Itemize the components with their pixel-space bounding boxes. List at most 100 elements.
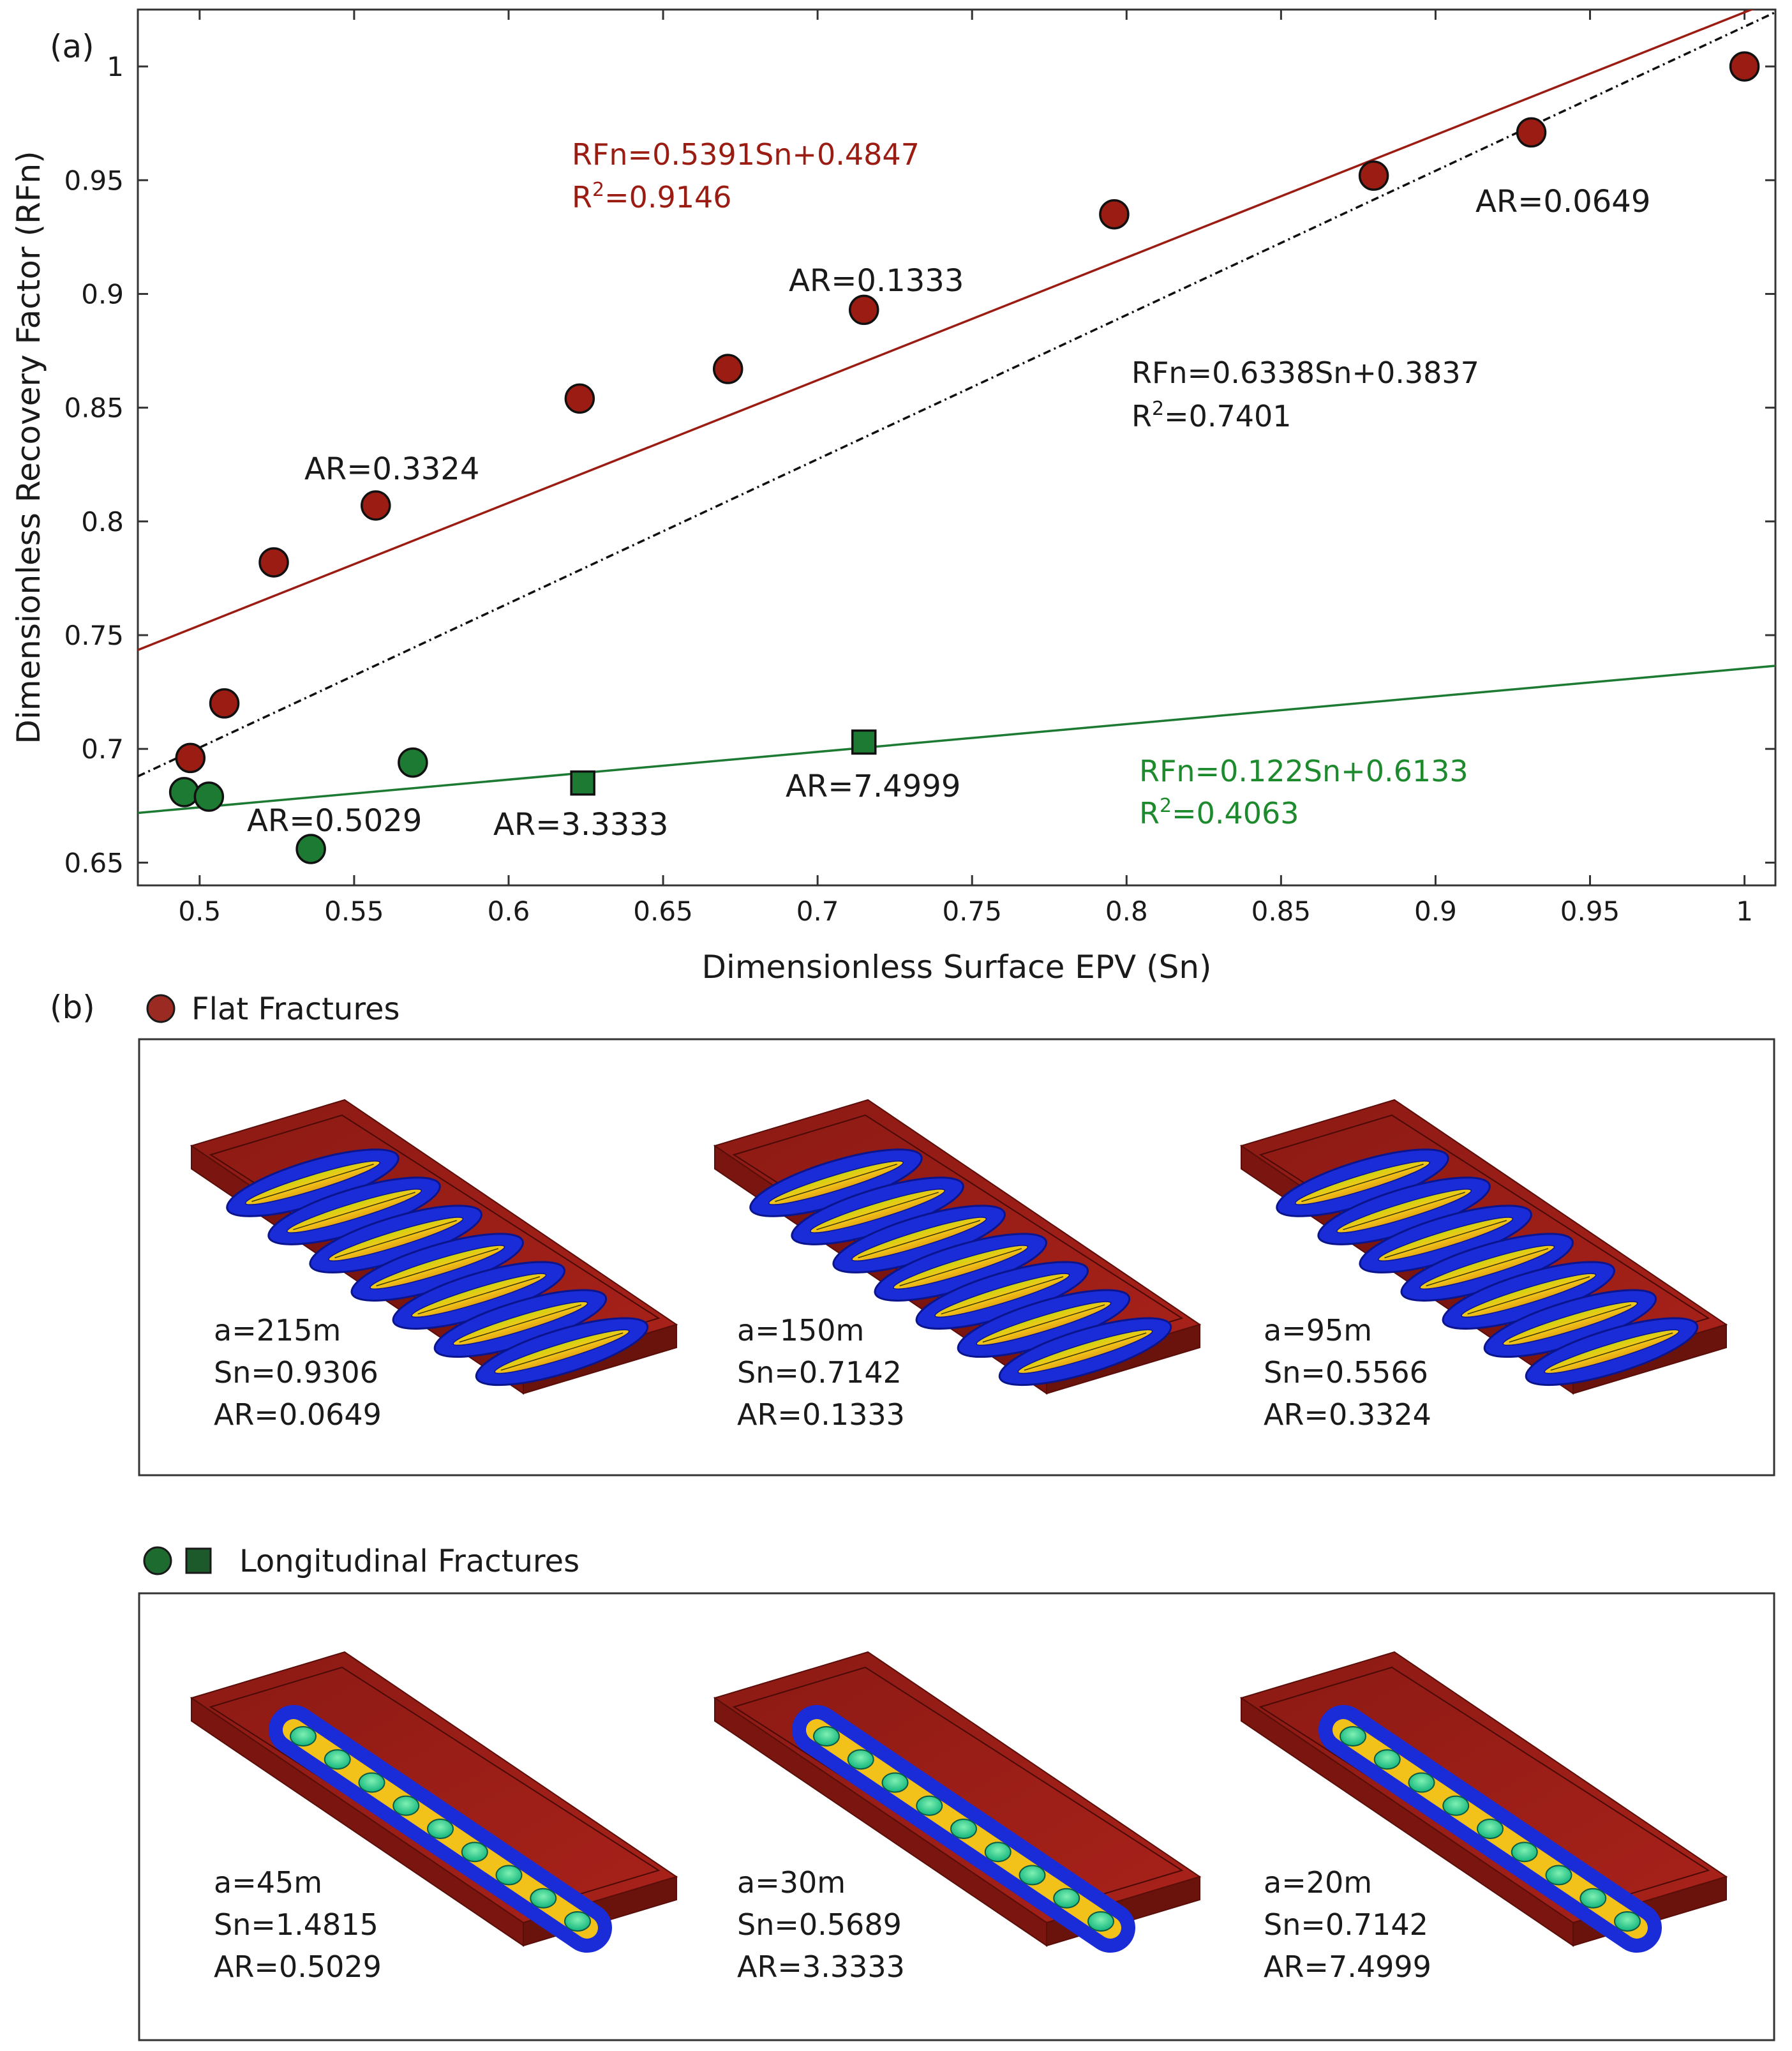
model-caption: a=150m Sn=0.7142 AR=0.1333 bbox=[737, 1313, 905, 1432]
fracture-stage bbox=[813, 1726, 840, 1747]
longitudinal-fit-line bbox=[138, 665, 1775, 815]
fracture-stage bbox=[1477, 1819, 1504, 1839]
y-axis-ticks: 0.65 0.7 0.75 0.8 0.85 0.9 0.95 1 bbox=[64, 51, 1775, 878]
fracture-stage bbox=[832, 1205, 1006, 1273]
longitudinal-legend: Longitudinal Fractures bbox=[143, 1544, 579, 1579]
model-sn-value: Sn=0.5566 bbox=[1264, 1355, 1428, 1390]
fracture-stage bbox=[530, 1888, 557, 1909]
data-point-flat bbox=[564, 383, 595, 414]
fracture-stage bbox=[1087, 1911, 1114, 1932]
overall-fit-equation: RFn=0.6338Sn+0.3837 R2=0.7401 bbox=[1131, 356, 1479, 433]
model-caption: a=30m Sn=0.5689 AR=3.3333 bbox=[737, 1865, 905, 1984]
fracture-stage bbox=[324, 1749, 351, 1770]
overall-fit-line bbox=[138, 11, 1775, 778]
model-a-value: a=45m bbox=[214, 1865, 322, 1900]
fracture-stage bbox=[461, 1842, 488, 1863]
fracture-stage bbox=[1359, 1205, 1532, 1273]
model-caption: a=20m Sn=0.7142 AR=7.4999 bbox=[1264, 1865, 1431, 1984]
model-ar-value: AR=0.0649 bbox=[214, 1397, 382, 1432]
data-point-longitudinal-square bbox=[851, 729, 877, 755]
ar-annotations: AR=0.0649 AR=0.1333 AR=0.3324 AR=0.5029 … bbox=[247, 184, 1650, 843]
fracture-stage bbox=[495, 1865, 523, 1886]
x-tick-label: 1 bbox=[1736, 896, 1753, 927]
longitudinal-legend-circle-icon bbox=[143, 1546, 172, 1575]
y-tick-label: 0.75 bbox=[64, 620, 124, 651]
longitudinal-models: a=45m Sn=1.4815 AR=0.5029 a=30m Sn=0.5689 AR=… bbox=[190, 1651, 1728, 1984]
flat-fit-equation: RFn=0.5391Sn+0.4847 R2=0.9146 bbox=[572, 137, 920, 214]
fracture-stage bbox=[1408, 1772, 1435, 1793]
fracture-stage bbox=[1019, 1865, 1046, 1886]
y-tick-label: 0.9 bbox=[81, 278, 124, 310]
model-a-value: a=95m bbox=[1264, 1313, 1372, 1348]
ar-annotation: AR=3.3333 bbox=[493, 807, 668, 843]
fracture-stage bbox=[998, 1317, 1172, 1386]
model-ar-value: AR=7.4999 bbox=[1264, 1950, 1431, 1984]
data-point-longitudinal bbox=[295, 834, 326, 864]
data-point-flat bbox=[361, 490, 391, 521]
x-tick-label: 0.75 bbox=[942, 896, 1002, 927]
model-sn-value: Sn=1.4815 bbox=[214, 1907, 378, 1942]
fracture-stage bbox=[881, 1772, 909, 1793]
y-tick-label: 1 bbox=[107, 51, 124, 82]
x-tick-label: 0.55 bbox=[324, 896, 384, 927]
fracture-stage bbox=[1053, 1888, 1080, 1909]
model-a-value: a=215m bbox=[214, 1313, 341, 1348]
x-axis-ticks: 0.5 0.55 0.6 0.65 0.7 0.75 0.8 0.85 0.9 0.95 1 bbox=[178, 10, 1753, 927]
flat-fit-r2: R2=0.9146 bbox=[572, 179, 732, 214]
fracture-stage bbox=[957, 1289, 1131, 1358]
longitudinal-fit-equation: RFn=0.122Sn+0.6133 R2=0.4063 bbox=[1139, 754, 1468, 830]
plot-area: 0.5 0.55 0.6 0.65 0.7 0.75 0.8 0.85 0.9 0.95 1 0.6… bbox=[64, 8, 1777, 927]
ar-annotation: AR=0.1333 bbox=[789, 263, 964, 299]
model-a-value: a=20m bbox=[1264, 1865, 1372, 1900]
data-point-longitudinal bbox=[193, 781, 225, 812]
fracture-stage bbox=[950, 1819, 977, 1839]
fracture-stage bbox=[847, 1749, 874, 1770]
fracture-stage bbox=[392, 1795, 420, 1816]
model-ar-value: AR=0.5029 bbox=[214, 1950, 382, 1984]
fracture-stage bbox=[1579, 1888, 1607, 1909]
fracture-stage bbox=[267, 1176, 441, 1245]
fracture-stage bbox=[475, 1317, 649, 1386]
y-tick-label: 0.95 bbox=[64, 165, 124, 196]
flat-fit-line bbox=[138, 10, 1755, 651]
flat-legend-label: Flat Fractures bbox=[191, 991, 400, 1027]
fracture-stage bbox=[290, 1726, 317, 1747]
data-point-flat bbox=[258, 547, 289, 578]
model-a-value: a=30m bbox=[737, 1865, 846, 1900]
y-tick-label: 0.7 bbox=[81, 733, 124, 765]
data-point-flat bbox=[712, 354, 743, 384]
x-tick-label: 0.85 bbox=[1251, 896, 1311, 927]
longitudinal-legend-label: Longitudinal Fractures bbox=[239, 1544, 579, 1579]
data-point-flat bbox=[175, 742, 206, 774]
flat-fit-equation-text: RFn=0.5391Sn+0.4847 bbox=[572, 137, 920, 172]
model-a-value: a=150m bbox=[737, 1313, 864, 1348]
panel-a-label: (a) bbox=[50, 28, 94, 65]
model-caption: a=45m Sn=1.4815 AR=0.5029 bbox=[214, 1865, 382, 1984]
x-axis-label: Dimensionless Surface EPV (Sn) bbox=[701, 949, 1211, 986]
y-axis-label: Dimensionless Recovery Factor (RFn) bbox=[10, 151, 47, 744]
x-tick-label: 0.7 bbox=[796, 896, 839, 927]
fracture-stage bbox=[1373, 1749, 1401, 1770]
fracture-stage bbox=[1483, 1289, 1657, 1358]
model-ar-value: AR=0.1333 bbox=[737, 1397, 905, 1432]
fracture-stage bbox=[309, 1205, 482, 1273]
flat-legend-marker-icon bbox=[146, 994, 175, 1023]
fracture-stage bbox=[1442, 1261, 1616, 1330]
reservoir-model-render bbox=[713, 1651, 1202, 1953]
x-tick-label: 0.65 bbox=[633, 896, 693, 927]
data-point-longitudinal bbox=[398, 747, 428, 778]
fracture-stage bbox=[749, 1148, 923, 1217]
panel-b-label: (b) bbox=[50, 989, 95, 1026]
y-tick-label: 0.65 bbox=[64, 847, 124, 878]
flat-models: a=215m Sn=0.9306 AR=0.0649 a=150m Sn=0.7142 A… bbox=[190, 1099, 1728, 1432]
x-tick-label: 0.9 bbox=[1414, 896, 1457, 927]
longitudinal-fit-r2: R2=0.4063 bbox=[1139, 795, 1299, 830]
fracture-stage bbox=[1511, 1842, 1538, 1863]
fracture-stage bbox=[916, 1795, 943, 1816]
ar-annotation: AR=0.3324 bbox=[304, 451, 479, 487]
longitudinal-legend-square-icon bbox=[185, 1547, 212, 1574]
model-ar-value: AR=3.3333 bbox=[737, 1950, 905, 1984]
data-point-longitudinal-square bbox=[570, 770, 595, 796]
fracture-stage bbox=[1400, 1233, 1574, 1302]
